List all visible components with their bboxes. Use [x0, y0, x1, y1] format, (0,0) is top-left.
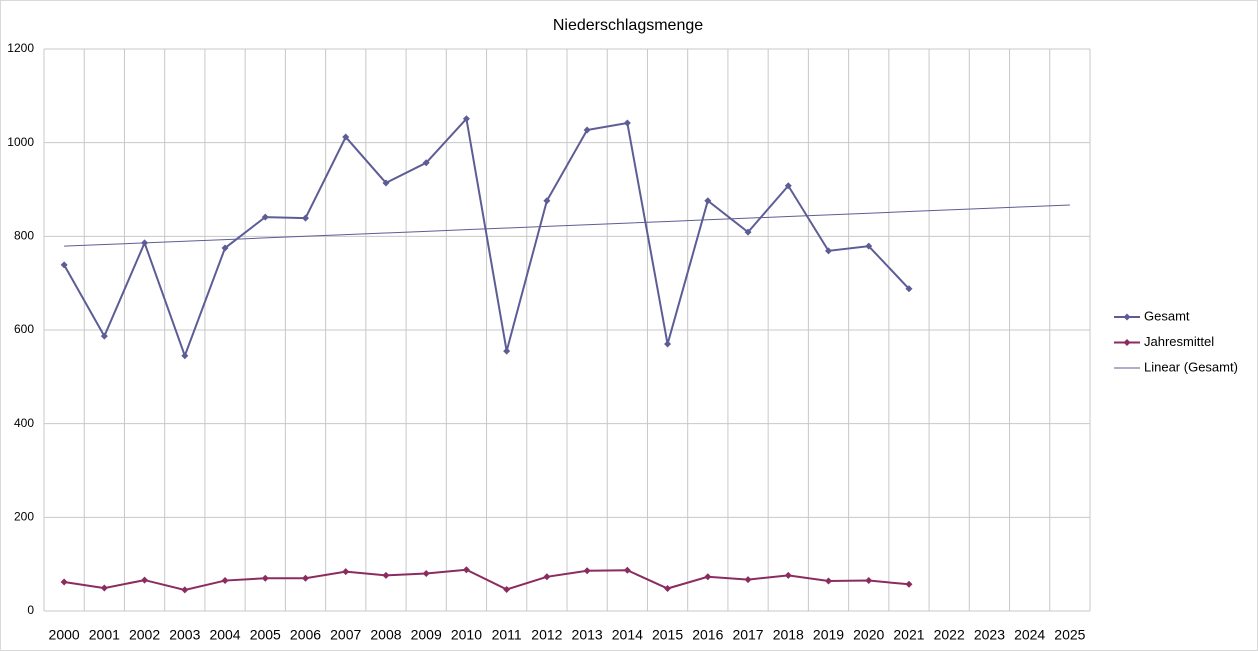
x-tick-label: 2003 — [169, 627, 200, 643]
x-tick-label: 2025 — [1054, 627, 1085, 643]
x-tick-label: 2019 — [813, 627, 844, 643]
data-point — [865, 577, 873, 585]
y-tick-label: 0 — [27, 603, 34, 617]
data-point — [100, 584, 108, 592]
data-point — [221, 244, 229, 252]
data-point — [422, 570, 430, 578]
x-tick-label: 2024 — [1014, 627, 1045, 643]
x-tick-label: 2018 — [773, 627, 804, 643]
data-point — [422, 159, 430, 167]
data-point — [302, 574, 309, 582]
x-tick-label: 2017 — [732, 627, 763, 643]
data-point — [905, 580, 913, 588]
legend-label: Gesamt — [1144, 308, 1190, 323]
legend-label: Jahresmittel — [1144, 334, 1214, 349]
x-tick-label: 2007 — [330, 627, 361, 643]
series-line — [63, 568, 910, 591]
x-tick-label: 2012 — [531, 627, 562, 643]
x-tick-label: 2010 — [451, 627, 482, 643]
data-point — [342, 568, 350, 576]
y-tick-label: 600 — [14, 322, 34, 336]
data-point — [462, 566, 470, 574]
legend-marker — [1123, 313, 1131, 321]
y-tick-label: 200 — [14, 510, 34, 524]
data-point — [664, 340, 672, 348]
legend-label: Linear (Gesamt) — [1144, 359, 1238, 374]
x-tick-label: 2014 — [612, 627, 643, 643]
x-tick-label: 2011 — [492, 627, 522, 643]
data-point — [825, 577, 832, 585]
data-point — [543, 197, 551, 205]
x-tick-label: 2001 — [89, 627, 120, 643]
data-point — [825, 247, 832, 255]
data-point — [302, 214, 309, 222]
x-tick-label: 2013 — [572, 627, 603, 643]
data-point — [623, 119, 631, 127]
data-point — [744, 576, 752, 584]
data-point — [623, 566, 631, 574]
x-tick-label: 2021 — [893, 627, 924, 643]
data-point — [865, 242, 873, 250]
data-point — [503, 585, 511, 593]
y-tick-label: 1200 — [7, 41, 34, 55]
chart-title: Niederschlagsmenge — [553, 17, 703, 34]
data-point — [141, 576, 149, 584]
data-point — [221, 577, 229, 585]
data-point — [744, 228, 752, 236]
x-tick-label: 2000 — [49, 627, 80, 643]
data-point — [784, 571, 792, 579]
data-point — [503, 347, 511, 355]
data-point — [181, 352, 189, 360]
data-point — [583, 567, 591, 575]
data-point — [60, 261, 68, 269]
y-tick-label: 1000 — [7, 135, 34, 149]
data-point — [181, 586, 189, 594]
legend-marker — [1123, 339, 1131, 346]
x-tick-label: 2022 — [934, 627, 965, 643]
x-tick-label: 2005 — [250, 627, 281, 643]
data-point — [382, 571, 390, 579]
x-tick-label: 2006 — [290, 627, 321, 643]
data-point — [784, 182, 792, 190]
series-line — [64, 204, 1070, 247]
data-point — [543, 573, 551, 581]
data-point — [905, 285, 913, 293]
data-point — [60, 578, 68, 586]
x-tick-label: 2023 — [974, 627, 1005, 643]
data-point — [261, 574, 269, 582]
y-tick-label: 400 — [14, 416, 34, 430]
x-tick-label: 2002 — [129, 627, 160, 643]
x-tick-label: 2015 — [652, 627, 683, 643]
y-tick-label: 800 — [14, 229, 34, 243]
series-line — [63, 116, 910, 359]
x-tick-label: 2016 — [692, 627, 723, 643]
data-point — [342, 133, 350, 141]
data-point — [462, 115, 470, 123]
x-tick-label: 2008 — [370, 627, 401, 643]
data-point — [704, 197, 712, 205]
data-point — [382, 179, 390, 187]
data-point — [100, 332, 108, 340]
data-point — [704, 573, 712, 581]
x-tick-label: 2004 — [209, 627, 240, 643]
x-tick-label: 2020 — [853, 627, 884, 643]
data-point — [583, 126, 591, 134]
data-point — [261, 213, 269, 221]
x-tick-label: 2009 — [411, 627, 442, 643]
data-point — [664, 585, 672, 593]
